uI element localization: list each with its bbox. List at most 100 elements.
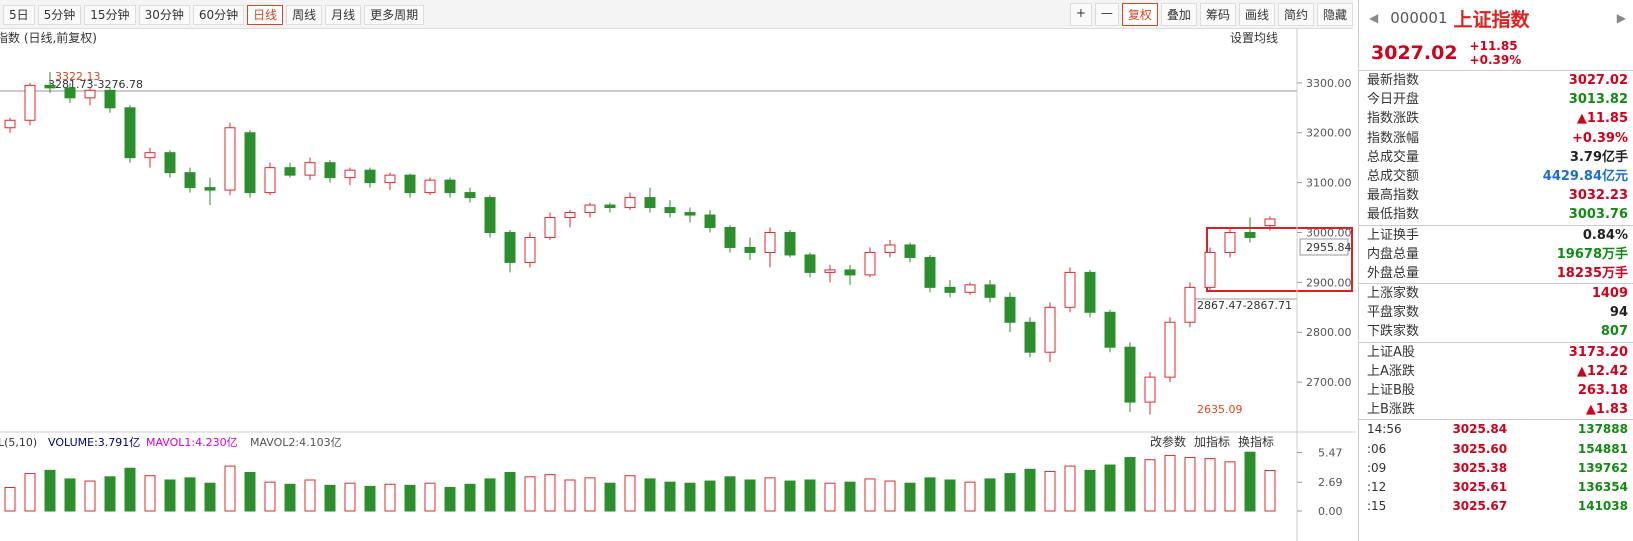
candle-body bbox=[1164, 321, 1176, 378]
volume-bar bbox=[884, 480, 896, 512]
candle-body bbox=[504, 231, 516, 263]
tick-time: :06 bbox=[1367, 441, 1387, 456]
v-tick-label: 0.00 bbox=[1318, 505, 1343, 518]
tick-price: 3025.38 bbox=[1452, 460, 1508, 475]
volume-bar bbox=[764, 477, 776, 512]
y-tick-label: 3200.00 bbox=[1306, 127, 1352, 140]
period-tab[interactable]: 15分钟 bbox=[84, 4, 136, 25]
row-label: 上证A股 bbox=[1367, 344, 1415, 360]
candle-body bbox=[304, 162, 316, 176]
volume-bar bbox=[1164, 454, 1176, 512]
candle-body bbox=[44, 84, 56, 89]
period-tab[interactable]: 5分钟 bbox=[37, 4, 82, 25]
candle-body bbox=[24, 84, 36, 121]
tick-row: :09 3025.38 139762 bbox=[1359, 459, 1633, 478]
row-value: 19678万手 bbox=[1556, 246, 1628, 262]
quote-row: 指数涨跌 ▲11.85 bbox=[1359, 109, 1633, 128]
tool-button[interactable]: 复权 bbox=[1121, 2, 1158, 26]
row-label: 上证B股 bbox=[1367, 383, 1415, 398]
volume-bar bbox=[1104, 464, 1116, 512]
candle-body bbox=[1084, 271, 1096, 313]
row-value: 0.84% bbox=[1582, 227, 1628, 243]
volume-bar bbox=[464, 483, 476, 512]
row-value: 1409 bbox=[1591, 286, 1628, 302]
candle-body bbox=[1244, 231, 1256, 238]
volume-bar bbox=[264, 481, 276, 512]
candle-body bbox=[1124, 346, 1136, 403]
volume-bar bbox=[1224, 461, 1236, 512]
changes: +11.85 +0.39% bbox=[1470, 39, 1522, 67]
candle-body bbox=[384, 174, 396, 184]
volume-bar bbox=[1264, 469, 1276, 512]
prev[interactable]: ◀ bbox=[1369, 11, 1379, 25]
candle-body bbox=[744, 246, 756, 253]
vol-button[interactable]: 换指标 bbox=[1238, 434, 1274, 449]
next[interactable]: ▶ bbox=[1616, 11, 1626, 25]
y-tick-label: 3000.00 bbox=[1306, 226, 1352, 239]
candle-body bbox=[124, 107, 136, 159]
period-tab[interactable]: 周线 bbox=[286, 4, 323, 25]
candle-body bbox=[984, 284, 996, 298]
period-tab[interactable]: 30分钟 bbox=[138, 4, 190, 25]
period-tab[interactable]: 日线 bbox=[247, 4, 284, 25]
tool-button[interactable]: 简约 bbox=[1277, 2, 1314, 26]
quote-row: 上证换手 0.84% bbox=[1359, 224, 1633, 245]
period-tab[interactable]: 60分钟 bbox=[192, 4, 245, 25]
tick-volume: 137888 bbox=[1577, 422, 1628, 437]
row-value: 3027.02 bbox=[1568, 73, 1628, 88]
volume-bar bbox=[844, 481, 856, 512]
candle-body bbox=[1184, 286, 1196, 323]
volume-bar bbox=[304, 479, 316, 512]
pct: +0.39% bbox=[1469, 53, 1522, 67]
row-value: 3013.82 bbox=[1568, 92, 1628, 108]
candle-body bbox=[1024, 321, 1036, 353]
period-tab[interactable]: 更多周期 bbox=[364, 4, 425, 25]
period-tab[interactable]: 5日 bbox=[3, 4, 35, 25]
candle-body bbox=[1264, 218, 1276, 227]
quote-row: 上证A股 3173.20 bbox=[1359, 341, 1633, 362]
tool-button[interactable]: 筹码 bbox=[1199, 2, 1236, 26]
volume-bar bbox=[164, 479, 176, 512]
ma-setting[interactable]: 设置均线 bbox=[1230, 31, 1278, 45]
volume-bar bbox=[204, 482, 216, 512]
vol-button[interactable]: 改参数 bbox=[1150, 434, 1186, 449]
candle-body bbox=[704, 214, 716, 229]
volume-bar bbox=[1244, 451, 1256, 512]
volume-bar bbox=[1184, 457, 1196, 512]
volume-bar bbox=[1124, 457, 1136, 512]
candle-body bbox=[364, 169, 376, 184]
tool-button[interactable]: 隐藏 bbox=[1316, 2, 1353, 26]
row-label: 上A涨跌 bbox=[1367, 363, 1415, 379]
candle-body bbox=[884, 244, 896, 253]
tool-button[interactable]: + bbox=[1069, 2, 1092, 26]
volume-bar bbox=[144, 475, 156, 512]
period-tab[interactable]: 月线 bbox=[325, 4, 362, 25]
volume-bar bbox=[864, 478, 876, 512]
period-tabs: 5日 5分钟 15分钟 30分钟 60分钟 日线 周线 月线 更多周期 bbox=[0, 4, 425, 25]
y-tick-label: 2900.00 bbox=[1306, 276, 1352, 289]
tool-button[interactable]: 叠加 bbox=[1160, 2, 1197, 26]
tick-volume: 141038 bbox=[1577, 499, 1628, 514]
candle-body bbox=[684, 212, 696, 216]
quote-row: 平盘家数 94 bbox=[1359, 303, 1633, 322]
vol-button[interactable]: 加指标 bbox=[1194, 434, 1230, 449]
row-value: 807 bbox=[1600, 324, 1628, 340]
tick-time: :12 bbox=[1367, 479, 1387, 494]
candle-body bbox=[784, 231, 796, 256]
tool-button[interactable]: 画线 bbox=[1238, 2, 1275, 26]
quote-row: 最高指数 3032.23 bbox=[1359, 186, 1633, 205]
tick-row: :15 3025.67 141038 bbox=[1359, 497, 1633, 516]
row-value: +0.39% bbox=[1572, 130, 1628, 146]
tick-time: :15 bbox=[1367, 499, 1387, 514]
tool-button[interactable]: — bbox=[1094, 2, 1119, 26]
chart: 指数 (日线,前复权) 设置均线 3281.73-3276.78 3322.13… bbox=[0, 28, 1356, 541]
candle-body bbox=[644, 197, 656, 209]
volume-bar bbox=[1004, 473, 1016, 512]
volume-bar bbox=[724, 476, 736, 512]
volume-bar bbox=[184, 477, 196, 512]
volume-bar bbox=[104, 476, 116, 512]
volume-bar bbox=[324, 484, 336, 512]
volume-bar bbox=[284, 483, 296, 512]
candle-body bbox=[544, 217, 556, 238]
